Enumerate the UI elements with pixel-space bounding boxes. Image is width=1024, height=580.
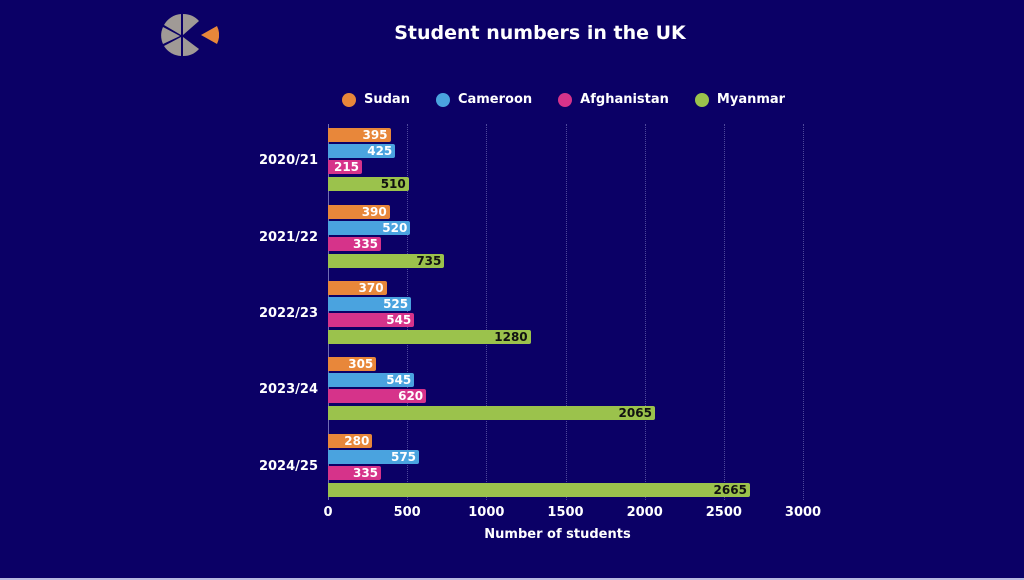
bar-cameroon-2020-21[interactable]: 425 — [328, 144, 396, 159]
x-tick-label: 1500 — [547, 505, 584, 520]
x-axis-label: Number of students — [484, 527, 631, 542]
bar-sudan-2021-22[interactable]: 390 — [328, 205, 390, 219]
bar-afghanistan-2024-25[interactable]: 335 — [328, 466, 382, 481]
legend-dot-icon — [558, 92, 573, 107]
plot-area: 395 425 215 510 390 520 335 735 370 525 545 1280 305… — [328, 124, 804, 500]
bottom-border — [0, 578, 1024, 580]
chart-title: Student numbers in the UK — [394, 22, 686, 44]
legend: Sudan Cameroon Afghanistan Myanmar — [342, 92, 811, 107]
bar-sudan-2022-23[interactable]: 370 — [328, 281, 387, 295]
bar-myanmar-2020-21[interactable]: 510 — [328, 176, 409, 191]
gridline — [723, 124, 725, 500]
bar-sudan-2020-21[interactable]: 395 — [328, 128, 391, 142]
bar-afghanistan-2021-22[interactable]: 335 — [328, 237, 382, 252]
legend-dot-icon — [435, 92, 450, 107]
legend-label: Cameroon — [457, 92, 533, 107]
bar-sudan-2023-24[interactable]: 305 — [328, 357, 377, 371]
bar-cameroon-2021-22[interactable]: 520 — [328, 221, 411, 236]
y-category-label: 2022/23 — [258, 306, 318, 321]
legend-dot-icon — [342, 92, 356, 107]
y-category-label: 2023/24 — [258, 382, 318, 397]
gridline — [803, 124, 804, 500]
bar-myanmar-2023-24[interactable]: 2065 — [328, 405, 655, 420]
bar-myanmar-2024-25[interactable]: 2665 — [328, 482, 750, 497]
y-category-label: 2020/21 — [258, 153, 318, 168]
bar-myanmar-2022-23[interactable]: 1280 — [328, 329, 531, 344]
pie-logo-icon — [161, 12, 220, 58]
x-tick-label: 500 — [393, 505, 421, 520]
bar-cameroon-2024-25[interactable]: 575 — [328, 450, 420, 465]
x-tick-label: 0 — [323, 505, 333, 520]
x-tick-label: 2500 — [705, 505, 742, 520]
legend-label: Afghanistan — [580, 92, 669, 107]
bar-myanmar-2021-22[interactable]: 735 — [328, 253, 445, 268]
legend-label: Myanmar — [716, 92, 786, 107]
gridline — [565, 124, 567, 500]
x-tick-label: 3000 — [784, 505, 822, 520]
y-category-label: 2021/22 — [258, 230, 318, 245]
bar-afghanistan-2022-23[interactable]: 545 — [328, 313, 415, 328]
legend-item-cameroon[interactable]: Cameroon — [435, 92, 533, 107]
bar-cameroon-2022-23[interactable]: 525 — [328, 297, 412, 312]
gridline — [407, 124, 409, 500]
legend-item-myanmar[interactable]: Myanmar — [694, 92, 786, 107]
bar-afghanistan-2020-21[interactable]: 215 — [328, 160, 363, 175]
gridline — [486, 124, 488, 500]
bar-sudan-2024-25[interactable]: 280 — [328, 434, 373, 448]
legend-label: Sudan — [364, 92, 410, 107]
y-category-label: 2024/25 — [258, 459, 318, 474]
y-axis-line — [328, 124, 329, 500]
x-tick-label: 2000 — [626, 505, 663, 520]
legend-item-afghanistan[interactable]: Afghanistan — [558, 92, 669, 107]
x-tick-label: 1000 — [468, 505, 505, 520]
legend-dot-icon — [694, 92, 709, 107]
gridline — [644, 124, 646, 500]
bar-afghanistan-2023-24[interactable]: 620 — [328, 389, 427, 404]
legend-item-sudan[interactable]: Sudan — [342, 92, 410, 107]
bar-cameroon-2023-24[interactable]: 545 — [328, 373, 415, 388]
